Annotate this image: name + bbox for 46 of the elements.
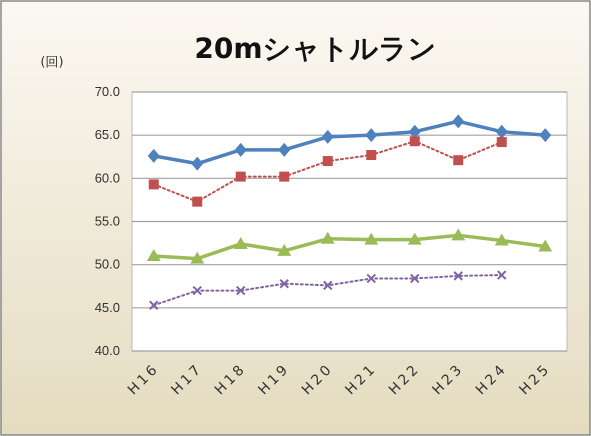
point bbox=[322, 156, 333, 166]
point bbox=[192, 196, 202, 207]
point bbox=[148, 300, 159, 310]
point bbox=[496, 137, 507, 148]
y-tick-label: 70.0 bbox=[94, 84, 120, 99]
point bbox=[410, 273, 420, 284]
chart-title: 20mシャトルラン bbox=[194, 32, 437, 65]
y-axis-title: (回) bbox=[40, 55, 64, 70]
point bbox=[234, 236, 248, 249]
point bbox=[364, 232, 378, 245]
point bbox=[190, 252, 204, 264]
point bbox=[452, 114, 464, 128]
point bbox=[146, 249, 161, 262]
y-tick-label: 50.0 bbox=[94, 256, 120, 272]
point bbox=[539, 128, 552, 142]
point bbox=[322, 280, 333, 290]
y-tick-label: 55.0 bbox=[94, 214, 120, 228]
point bbox=[192, 286, 202, 296]
point bbox=[453, 270, 464, 281]
point bbox=[408, 232, 422, 245]
point bbox=[236, 172, 246, 182]
point bbox=[236, 286, 246, 296]
point bbox=[277, 244, 292, 256]
point bbox=[279, 172, 290, 182]
point bbox=[496, 270, 507, 280]
point bbox=[366, 273, 376, 284]
point bbox=[148, 179, 159, 190]
point bbox=[322, 130, 334, 144]
point bbox=[365, 128, 378, 142]
point bbox=[494, 233, 509, 246]
y-tick-label: 40.0 bbox=[94, 343, 120, 358]
point bbox=[451, 228, 466, 240]
point bbox=[278, 142, 290, 157]
point bbox=[234, 142, 247, 157]
point bbox=[453, 155, 464, 166]
y-tick-label: 45.0 bbox=[94, 300, 120, 315]
point bbox=[320, 232, 335, 244]
y-tick-label: 65.0 bbox=[94, 127, 120, 142]
point bbox=[279, 278, 290, 289]
point bbox=[538, 240, 552, 252]
point bbox=[191, 156, 204, 171]
y-tick-label: 60.0 bbox=[94, 170, 120, 186]
point bbox=[366, 150, 376, 160]
point bbox=[410, 136, 420, 146]
point bbox=[148, 148, 160, 163]
point bbox=[496, 124, 508, 139]
